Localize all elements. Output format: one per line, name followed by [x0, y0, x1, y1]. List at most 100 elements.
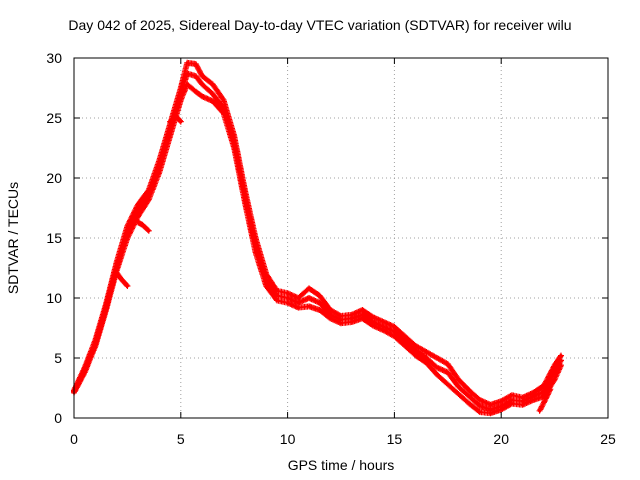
- data-point: [147, 198, 151, 202]
- data-point: [221, 111, 226, 115]
- data-point: [499, 408, 503, 412]
- x-axis-label: GPS time / hours: [287, 457, 395, 473]
- series-markers: [71, 59, 564, 408]
- data-point: [221, 98, 226, 102]
- data-point: [435, 356, 439, 360]
- data-point: [467, 388, 471, 392]
- data-point: [531, 398, 535, 402]
- data-point: [185, 61, 189, 65]
- data-point: [168, 120, 172, 124]
- data-point: [510, 398, 514, 402]
- y-tick-label: 30: [46, 50, 62, 66]
- data-point: [371, 315, 375, 319]
- series-markers: [71, 81, 564, 417]
- data-point: [414, 354, 418, 358]
- data-point: [136, 214, 140, 218]
- data-point: [307, 286, 311, 290]
- data-point: [119, 277, 123, 281]
- data-point: [194, 90, 198, 94]
- data-point: [179, 120, 183, 124]
- data-point: [553, 378, 557, 382]
- data-point: [456, 385, 461, 389]
- x-tick-label: 0: [70, 431, 78, 447]
- data-point: [194, 62, 198, 66]
- data-point: [382, 320, 386, 324]
- data-point: [185, 72, 189, 76]
- data-point: [168, 134, 172, 138]
- data-point: [307, 304, 311, 308]
- data-point: [318, 301, 322, 305]
- series-markers: [71, 70, 564, 413]
- data-point: [559, 363, 563, 367]
- data-point: [286, 291, 290, 295]
- data-point: [382, 328, 386, 332]
- data-point: [286, 296, 290, 300]
- data-point: [542, 400, 546, 404]
- series-trace-6: [167, 113, 184, 125]
- data-point: [424, 350, 428, 354]
- x-tick-label: 10: [280, 431, 296, 447]
- data-point: [510, 402, 514, 406]
- data-point: [559, 354, 563, 358]
- data-point: [456, 392, 461, 396]
- data-point: [125, 236, 129, 240]
- data-point: [446, 382, 450, 386]
- data-point: [467, 402, 471, 406]
- data-point: [243, 200, 247, 204]
- x-tick-label: 15: [387, 431, 403, 447]
- data-point: [194, 74, 198, 78]
- data-point: [93, 344, 97, 348]
- data-point: [328, 316, 332, 320]
- data-point: [339, 321, 343, 325]
- data-point: [254, 250, 258, 254]
- data-point: [174, 115, 179, 119]
- y-tick-label: 20: [46, 170, 62, 186]
- data-point: [488, 411, 493, 415]
- data-point: [435, 366, 439, 370]
- data-point: [392, 334, 396, 338]
- data-point: [360, 313, 364, 317]
- data-point: [538, 409, 542, 413]
- chart-title: Day 042 of 2025, Sidereal Day-to-day VTE…: [68, 17, 572, 33]
- data-point: [125, 284, 129, 288]
- data-point: [403, 344, 407, 348]
- data-point: [350, 320, 354, 324]
- data-point: [286, 301, 290, 305]
- data-point: [360, 308, 364, 312]
- data-point: [211, 82, 215, 86]
- series-trace-1: [71, 59, 564, 408]
- data-point: [264, 284, 268, 288]
- series-trace-2: [71, 70, 564, 413]
- data-point: [83, 370, 87, 374]
- data-point: [275, 298, 279, 302]
- data-point: [296, 296, 300, 300]
- data-point: [211, 99, 215, 103]
- data-point: [200, 74, 204, 78]
- data-point: [521, 403, 525, 407]
- data-point: [456, 378, 461, 382]
- data-point: [185, 82, 189, 86]
- data-point: [478, 404, 482, 408]
- y-tick-label: 10: [46, 290, 62, 306]
- series-trace-7: [536, 386, 554, 414]
- data-point: [499, 399, 503, 403]
- data-point: [200, 82, 204, 86]
- x-tick-label: 25: [600, 431, 616, 447]
- data-point: [136, 202, 140, 206]
- data-point: [136, 220, 140, 224]
- data-point: [232, 146, 236, 150]
- data-point: [392, 330, 396, 334]
- data-point: [318, 294, 322, 298]
- data-point: [510, 393, 514, 397]
- data-point: [104, 308, 108, 312]
- data-point: [211, 92, 215, 96]
- data-point: [392, 325, 396, 329]
- y-tick-label: 5: [54, 350, 62, 366]
- data-point: [446, 362, 450, 366]
- data-series: [71, 59, 564, 417]
- data-point: [115, 271, 119, 275]
- data-point: [435, 373, 439, 377]
- series-trace-4: [135, 219, 152, 234]
- y-tick-label: 0: [54, 410, 62, 426]
